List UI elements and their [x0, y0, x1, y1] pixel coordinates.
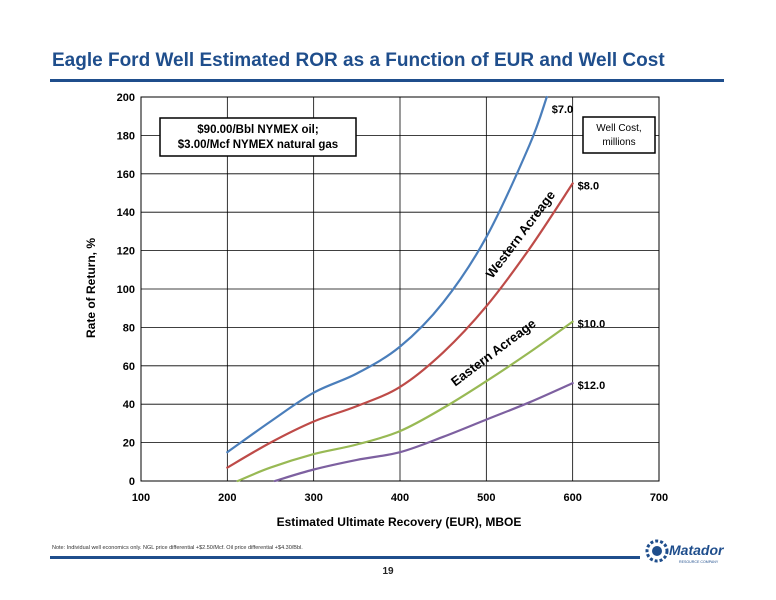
y-tick-label: 180: [117, 130, 135, 142]
x-tick-label: 200: [218, 492, 236, 504]
y-tick-label: 60: [123, 361, 135, 373]
well-cost-legend-line-2: millions: [602, 137, 635, 148]
page-number: 19: [382, 566, 394, 577]
series-label-8-0: $8.0: [578, 180, 599, 192]
y-tick-label: 200: [117, 92, 135, 104]
series-line-8-0: [226, 182, 574, 469]
series-label-10-0: $10.0: [578, 319, 606, 331]
series-lines: $7.0 $8.0 $10.0 $12.0: [226, 95, 606, 483]
x-tick-label: 300: [304, 492, 322, 504]
x-tick-label: 400: [391, 492, 409, 504]
series-label-7-0: $7.0: [552, 104, 573, 116]
y-tick-label: 20: [123, 438, 135, 450]
title-divider: [50, 79, 724, 82]
series-line-7-0: [226, 95, 548, 454]
series-label-12-0: $12.0: [578, 380, 606, 392]
assumptions-box: $90.00/Bbl NYMEX oil; $3.00/Mcf NYMEX na…: [159, 117, 357, 157]
eastern-acreage-annotation: Eastern Acreage: [448, 316, 539, 389]
y-tick-label: 40: [123, 399, 135, 411]
well-cost-legend-box: Well Cost, millions: [582, 116, 656, 154]
logo-text: Matador: [669, 542, 725, 558]
x-tick-label: 600: [563, 492, 581, 504]
matador-logo: Matador RESOURCE COMPANY: [645, 539, 725, 564]
y-tick-label: 160: [117, 169, 135, 181]
y-tick-label: 140: [117, 207, 135, 219]
y-tick-label: 0: [129, 476, 135, 488]
axis-ticks: 0 20 40 60 80 100 120 140 160 180 200 100 200 300 400 5…: [117, 92, 669, 504]
slide-title: Eagle Ford Well Estimated ROR as a Funct…: [52, 50, 665, 71]
y-axis-label: Rate of Return, %: [84, 238, 98, 338]
western-acreage-annotation: Western Acreage: [483, 188, 558, 281]
series-line-10-0: [236, 320, 574, 483]
footer-divider: [50, 556, 640, 559]
plot-area-frame: [140, 96, 660, 482]
y-tick-label: 120: [117, 246, 135, 258]
x-tick-label: 700: [650, 492, 668, 504]
series-line-12-0: [273, 382, 574, 483]
y-tick-label: 80: [123, 322, 135, 334]
x-axis-label: Estimated Ultimate Recovery (EUR), MBOE: [277, 515, 522, 529]
well-cost-legend-line-1: Well Cost,: [596, 123, 641, 134]
logo-subtext: RESOURCE COMPANY: [679, 560, 719, 564]
x-tick-label: 100: [132, 492, 150, 504]
footnote: Note: Individual well economics only. NG…: [52, 545, 303, 551]
assumptions-line-1: $90.00/Bbl NYMEX oil;: [197, 124, 318, 136]
x-tick-label: 500: [477, 492, 495, 504]
assumptions-line-2: $3.00/Mcf NYMEX natural gas: [178, 139, 338, 151]
y-tick-label: 100: [117, 284, 135, 296]
